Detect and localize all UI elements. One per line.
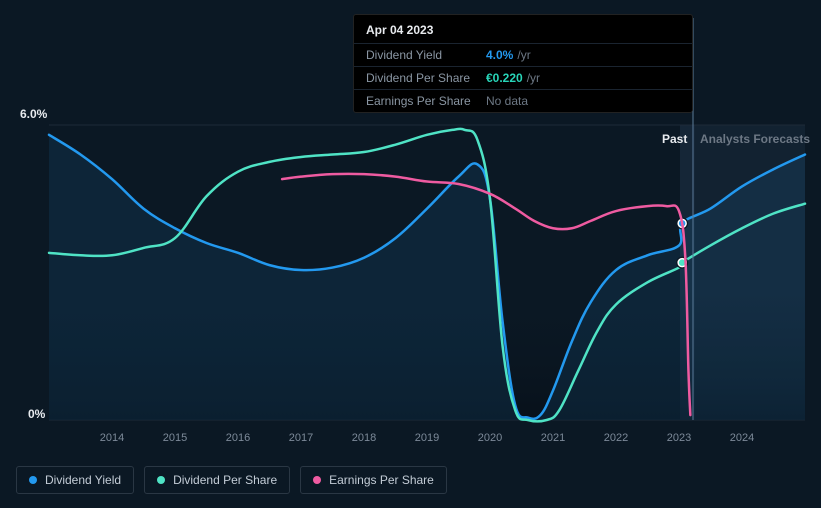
tooltip-date: Apr 04 2023 xyxy=(354,15,692,43)
x-axis-year-label: 2019 xyxy=(415,432,439,444)
x-axis-year-label: 2017 xyxy=(289,432,313,444)
forecast-region-label: Analysts Forecasts xyxy=(700,132,810,146)
tooltip-row-label: Dividend Per Share xyxy=(366,71,486,85)
x-axis-year-label: 2016 xyxy=(226,432,250,444)
tooltip-row-value: 4.0%/yr xyxy=(486,48,531,62)
chart-tooltip: Apr 04 2023 Dividend Yield4.0%/yrDividen… xyxy=(353,14,693,113)
past-region-label: Past xyxy=(662,132,687,146)
x-axis-year-label: 2021 xyxy=(541,432,565,444)
tooltip-row-value: No data xyxy=(486,94,528,108)
x-axis-year-label: 2014 xyxy=(100,432,124,444)
x-axis-year-label: 2020 xyxy=(478,432,502,444)
x-axis-year-label: 2015 xyxy=(163,432,187,444)
legend-item[interactable]: Dividend Per Share xyxy=(144,466,290,494)
legend-item[interactable]: Earnings Per Share xyxy=(300,466,447,494)
legend-item-label: Dividend Per Share xyxy=(173,473,277,487)
x-axis-year-label: 2018 xyxy=(352,432,376,444)
y-axis-max-label: 6.0% xyxy=(20,107,47,121)
legend-item-label: Earnings Per Share xyxy=(329,473,434,487)
tooltip-row-label: Earnings Per Share xyxy=(366,94,486,108)
x-axis-year-label: 2023 xyxy=(667,432,691,444)
tooltip-row-label: Dividend Yield xyxy=(366,48,486,62)
dividend-history-chart: 6.0% 0% 2014 2015 2016 2017 2018 2019 2020 2021… xyxy=(0,0,821,508)
tooltip-row: Dividend Per Share€0.220/yr xyxy=(354,66,692,89)
legend-dot-icon xyxy=(157,476,165,484)
tooltip-row-value: €0.220/yr xyxy=(486,71,540,85)
legend-item-label: Dividend Yield xyxy=(45,473,121,487)
tooltip-row: Earnings Per ShareNo data xyxy=(354,89,692,112)
y-axis-min-label: 0% xyxy=(28,407,45,421)
legend-dot-icon xyxy=(313,476,321,484)
chart-legend: Dividend Yield Dividend Per Share Earnings… xyxy=(16,466,447,494)
legend-item[interactable]: Dividend Yield xyxy=(16,466,134,494)
tooltip-row: Dividend Yield4.0%/yr xyxy=(354,43,692,66)
x-axis-year-label: 2024 xyxy=(730,432,754,444)
legend-dot-icon xyxy=(29,476,37,484)
x-axis-year-label: 2022 xyxy=(604,432,628,444)
